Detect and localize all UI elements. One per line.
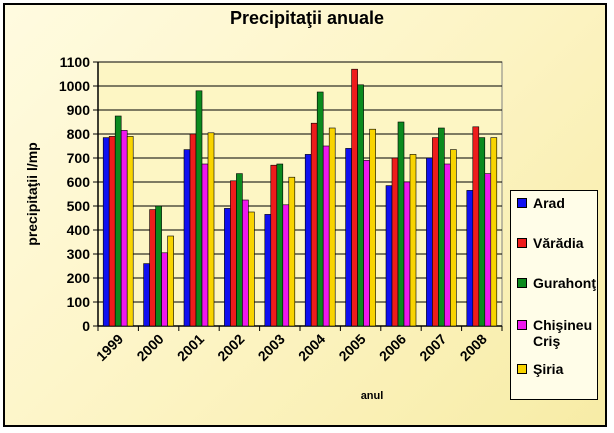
bar [120, 130, 128, 327]
x-tick-label: 2003 [255, 331, 288, 364]
y-tick-label: 100 [67, 294, 91, 310]
bar [409, 154, 417, 327]
x-tick-label: 2004 [295, 331, 328, 364]
bar [345, 148, 352, 327]
bar [432, 137, 439, 327]
bar [207, 132, 215, 327]
bar [363, 160, 370, 327]
y-tick-label: 800 [67, 126, 91, 142]
bar [108, 136, 116, 327]
bar [304, 154, 312, 327]
y-tick-label: 300 [67, 246, 91, 262]
bar [195, 90, 203, 327]
bar [450, 149, 457, 327]
bar [328, 127, 336, 327]
bar [357, 84, 364, 327]
bar [143, 263, 150, 327]
y-tick-label: 0 [82, 318, 90, 334]
y-tick-label: 1000 [59, 78, 90, 94]
bar [369, 128, 376, 327]
bar [242, 199, 249, 327]
bar [316, 91, 324, 327]
bar [276, 163, 284, 327]
x-tick-label: 2001 [174, 331, 207, 364]
bar [114, 115, 122, 327]
bar [201, 163, 209, 327]
bar [224, 208, 231, 327]
legend-swatch [517, 278, 527, 288]
bar [385, 185, 393, 327]
bar [189, 133, 197, 327]
legend-swatch [517, 198, 527, 208]
bar [426, 157, 433, 327]
bar [230, 180, 237, 327]
x-tick-label: 2002 [214, 331, 247, 364]
bar [183, 149, 191, 327]
legend-label: Vărădia [533, 235, 584, 251]
x-tick-label: 2000 [133, 331, 166, 364]
legend-swatch [517, 320, 527, 330]
bar [310, 122, 318, 327]
bar [161, 252, 168, 327]
bar [248, 211, 255, 327]
legend-swatch [517, 238, 527, 248]
x-tick-label: 2007 [416, 331, 449, 364]
legend-label: Chişineu Criş [533, 317, 593, 349]
bar [264, 214, 272, 327]
legend-label: Gurahonţ [533, 275, 596, 291]
legend-label: Şiria [533, 361, 564, 377]
bar [149, 209, 156, 327]
bar [403, 181, 411, 327]
bar [466, 190, 474, 327]
bar [484, 173, 492, 327]
bar [490, 137, 498, 327]
bar [155, 205, 162, 327]
bar [438, 127, 445, 327]
x-tick-label: 2005 [335, 331, 368, 364]
x-tick-label: 1999 [93, 331, 126, 364]
legend-swatch [517, 364, 527, 374]
bar [102, 137, 110, 327]
bar [391, 157, 399, 327]
bar [444, 163, 451, 327]
bar [478, 137, 486, 327]
y-tick-label: 1100 [60, 54, 91, 70]
y-tick-label: 500 [67, 198, 91, 214]
bar [397, 121, 405, 327]
y-tick-label: 600 [67, 174, 91, 190]
bar [167, 235, 174, 327]
y-tick-label: 200 [67, 270, 91, 286]
x-tick-label: 2006 [376, 331, 409, 364]
bar [351, 68, 358, 327]
bar [282, 204, 290, 327]
legend-label: Arad [533, 195, 565, 211]
bar [472, 126, 480, 327]
legend: Arad Vărădia Gurahonţ Chişineu Criş Şiria [510, 190, 598, 400]
y-tick-label: 400 [67, 222, 91, 238]
bar [236, 173, 243, 327]
bar [288, 176, 296, 327]
y-tick-label: 700 [67, 150, 91, 166]
chart-title: Precipitaţii anuale [229, 8, 385, 28]
bar [126, 136, 134, 327]
y-axis-label: precipitaţii l/mp [24, 142, 40, 245]
x-tick-label: 2008 [457, 331, 490, 364]
y-tick-label: 900 [67, 102, 91, 118]
bar [322, 145, 330, 327]
x-axis-label: anul [361, 390, 384, 402]
bar [270, 164, 278, 327]
